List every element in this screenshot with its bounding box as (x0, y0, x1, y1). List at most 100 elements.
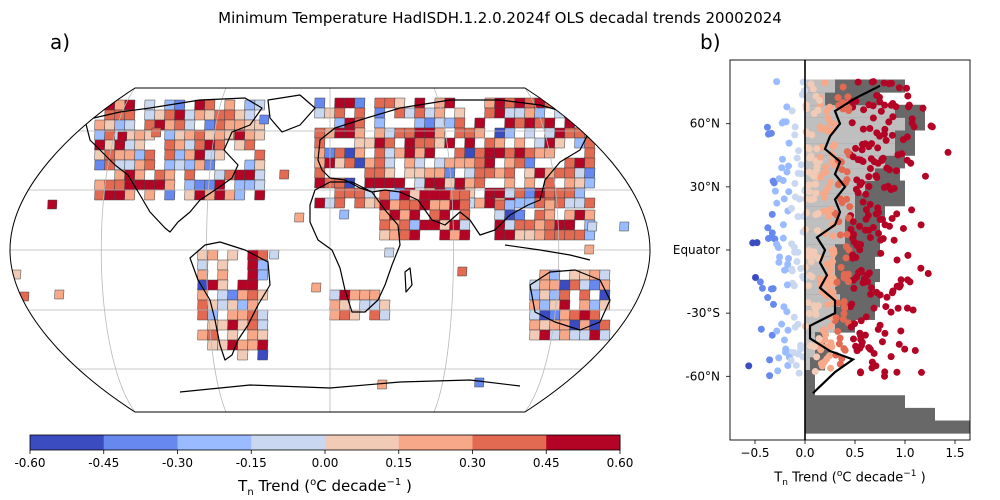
scatter-point (814, 210, 822, 218)
scatter-point (827, 178, 835, 186)
trend-cell (584, 244, 595, 255)
x-tick-label: 0.0 (795, 446, 814, 460)
scatter-point (790, 313, 798, 321)
meridian-line (100, 88, 136, 412)
scatter-point (868, 358, 876, 366)
scatter-point (921, 172, 929, 180)
scatter-point (852, 144, 860, 152)
scatter-point (764, 130, 772, 138)
scatter-point (814, 106, 822, 114)
scatter-point (808, 273, 816, 281)
scatter-point (816, 153, 824, 161)
scatter-point (890, 236, 898, 244)
scatter-point (815, 335, 823, 343)
scatter-point (834, 299, 842, 307)
scatter-point (862, 190, 870, 198)
y-tick-label: -60°N (685, 369, 720, 383)
scatter-point (819, 207, 827, 215)
trend-cell (334, 197, 346, 209)
colorbar-label: Tn Trend (oC decade−1 ) (238, 477, 412, 498)
scatter-point (828, 246, 836, 254)
x-tick-label: −0.5 (740, 446, 769, 460)
scatter-point (790, 282, 798, 290)
scatter-point (813, 145, 821, 153)
scatter-point (824, 184, 832, 192)
scatter-point (870, 304, 878, 312)
scatter-point (780, 336, 788, 344)
scatter-point (805, 247, 813, 255)
scatter-point (862, 313, 870, 321)
scatter-point (908, 206, 916, 214)
scatter-point (850, 230, 858, 238)
scatter-point (836, 231, 844, 239)
meridian-line (524, 88, 560, 412)
scatter-point (783, 308, 791, 316)
trend-cell (257, 349, 269, 361)
scatter-point (841, 272, 849, 280)
trend-cell (554, 137, 566, 149)
scatter-point (827, 364, 835, 372)
scatter-point (845, 104, 853, 112)
colorbar-bin (251, 435, 326, 450)
scatter-point (795, 369, 803, 377)
scatter-point (928, 123, 936, 131)
colorbar-tick-label: -0.45 (88, 456, 119, 470)
scatter-point (787, 204, 795, 212)
scatter-point (793, 154, 801, 162)
trend-cell (584, 177, 596, 189)
trend-cell (47, 199, 58, 210)
scatter-point (855, 222, 863, 230)
scatter-point (780, 195, 788, 203)
trend-cell (457, 266, 468, 277)
scatter-point (820, 358, 828, 366)
scatter-point (808, 131, 816, 139)
scatter-point (847, 323, 855, 331)
scatter-point (784, 326, 792, 334)
scatter-point (877, 249, 885, 257)
scatter-point (784, 162, 792, 170)
scatter-point (829, 232, 837, 240)
scatter-point (901, 345, 909, 353)
scatter-point (859, 198, 867, 206)
coastlines (84, 94, 631, 393)
x-tick-label: 1.0 (895, 446, 914, 460)
scatter-point (804, 299, 812, 307)
scatter-point (874, 325, 882, 333)
scatter-point (821, 336, 829, 344)
graticule (10, 88, 650, 412)
y-tick-label: Equator (673, 243, 720, 257)
scatter-point (802, 101, 810, 109)
scatter-point (804, 282, 812, 290)
scatter-point (867, 290, 875, 298)
scatter-point (882, 303, 890, 311)
scatter-point (865, 101, 873, 109)
coast-africa (309, 181, 401, 313)
scatter-point (910, 123, 918, 131)
scatter-point (836, 334, 844, 342)
scatter-point (850, 284, 858, 292)
scatter-point (813, 163, 821, 171)
scatter-point (881, 372, 889, 380)
scatter-point (917, 368, 925, 376)
scatter-point (827, 322, 835, 330)
scatter-point (796, 195, 804, 203)
trend-cell (279, 169, 290, 180)
scatter-point (857, 369, 865, 377)
zonal-bar-ocean (805, 319, 835, 333)
scatter-point (820, 169, 828, 177)
scatter-point (843, 231, 851, 239)
scatter-point (859, 125, 867, 133)
scatter-point (867, 284, 875, 292)
trend-cell (459, 229, 471, 241)
scatter-point (854, 189, 862, 197)
scatter-point (766, 372, 774, 380)
scatter-point (751, 274, 759, 282)
colorbar-tick-label: -0.15 (236, 456, 267, 470)
scatter-point (828, 257, 836, 265)
coast-madagascar (404, 267, 413, 293)
scatter-point (889, 113, 897, 121)
scatter-point (828, 343, 836, 351)
scatter-point (904, 92, 912, 100)
colorbar-tick-label: 0.45 (533, 456, 560, 470)
scatter-point (783, 281, 791, 289)
